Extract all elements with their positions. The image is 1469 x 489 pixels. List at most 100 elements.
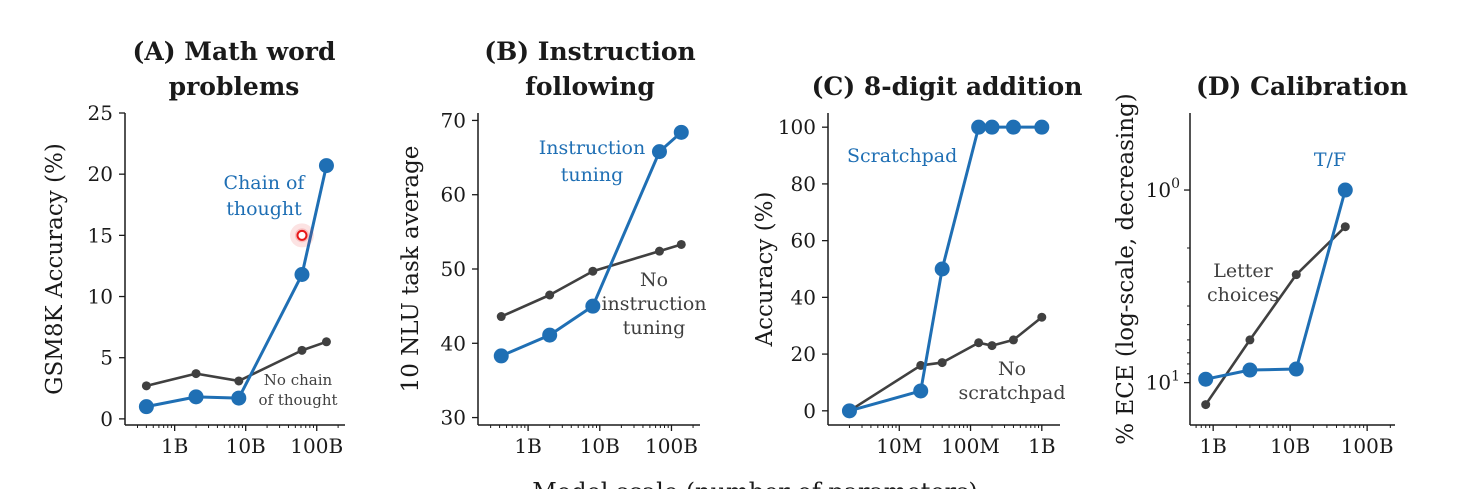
y-tick-base: 10: [1146, 371, 1171, 395]
y-tick-label: 25: [88, 101, 113, 125]
data-point: [318, 158, 334, 174]
data-point: [493, 348, 509, 364]
y-tick-label: 70: [441, 108, 466, 132]
x-axis-shared-label: Model scale (number of parameters): [532, 478, 978, 489]
y-tick-label: 20: [791, 342, 816, 366]
y-tick-exponent: 1: [1171, 369, 1180, 385]
series-line-t-f: [1205, 189, 1347, 381]
data-point: [545, 290, 555, 300]
panel-title-b: (B) Instruction: [484, 37, 695, 66]
data-point: [937, 358, 947, 368]
annotation-blue: Scratchpad: [847, 145, 957, 167]
data-point: [971, 119, 987, 135]
x-tick-label: 1B: [1028, 434, 1055, 458]
annotation-blue: tuning: [561, 164, 624, 186]
annotation-gray: No: [998, 358, 1026, 380]
data-point: [231, 390, 247, 406]
panel-title-b: following: [525, 72, 655, 101]
panel-title-a: (A) Math word: [133, 37, 336, 66]
data-point: [673, 124, 689, 140]
annotation-gray: instruction: [601, 293, 706, 315]
x-tick-label: 100M: [941, 434, 1000, 458]
data-point: [984, 119, 1000, 135]
data-point: [188, 389, 204, 405]
y-axis-label: GSM8K Accuracy (%): [42, 143, 68, 395]
panel-title-d: (D) Calibration: [1196, 72, 1408, 101]
data-point: [585, 298, 601, 314]
y-tick-label: 40: [791, 285, 816, 309]
annotation-blue: thought: [226, 198, 302, 220]
data-point: [294, 267, 310, 283]
data-point: [651, 144, 667, 160]
data-point: [297, 345, 307, 355]
data-point: [1005, 119, 1021, 135]
y-tick-label: 40: [441, 331, 466, 355]
y-tick-label: 80: [791, 172, 816, 196]
data-point: [321, 337, 331, 347]
data-point: [1198, 371, 1214, 387]
y-tick-label: 5: [100, 346, 113, 370]
data-point: [1034, 119, 1050, 135]
x-tick-label: 100B: [290, 434, 343, 458]
annotation-gray: No: [640, 269, 668, 291]
x-tick-label: 100B: [645, 434, 698, 458]
data-point: [1242, 362, 1258, 378]
panel-b: (B) Instruction following 10 NLU task aver…: [398, 37, 707, 458]
y-tick-label: 30: [441, 406, 466, 430]
y-tick-exponent: 0: [1171, 176, 1180, 192]
y-axis-label: Accuracy (%): [752, 192, 778, 348]
data-point: [654, 246, 664, 256]
panel-d: (D) Calibration % ECE (log-scale, decreas…: [1113, 72, 1408, 458]
data-point: [496, 312, 506, 322]
annotation-gray: tuning: [623, 317, 686, 339]
panel-c: (C) 8-digit addition Accuracy (%) 10M 100M 1…: [752, 72, 1082, 458]
y-tick-label: 100: [1146, 176, 1180, 202]
data-point: [138, 399, 154, 415]
data-point: [974, 338, 984, 348]
annotation-blue: Chain of: [224, 172, 307, 194]
annotation-gray: scratchpad: [959, 382, 1066, 404]
y-axis-label: 10 NLU task average: [398, 146, 424, 393]
y-tick-label: 60: [791, 229, 816, 253]
data-point: [1337, 182, 1353, 198]
data-point: [191, 369, 201, 379]
data-point: [987, 341, 997, 351]
data-point: [1245, 335, 1255, 345]
x-tick-label: 100B: [1341, 434, 1394, 458]
panel-title-c: (C) 8-digit addition: [812, 72, 1083, 101]
y-tick-label: 10: [88, 285, 113, 309]
x-tick-label: 1B: [161, 434, 188, 458]
data-point: [1037, 312, 1047, 322]
y-tick-label: 0: [803, 399, 816, 423]
annotation-gray: of thought: [258, 391, 337, 409]
y-tick-label: 100: [778, 115, 816, 139]
data-point: [1288, 361, 1304, 377]
data-point: [1340, 222, 1350, 232]
data-point: [1201, 400, 1211, 410]
data-point: [916, 360, 926, 370]
y-tick-label: 15: [88, 223, 113, 247]
x-tick-label: 10B: [226, 434, 266, 458]
x-tick-label: 10B: [580, 434, 620, 458]
y-tick-label: 101: [1146, 369, 1180, 395]
cursor-marker: [296, 229, 308, 241]
series-line-letter-choices: [1204, 225, 1347, 406]
y-tick-label: 50: [441, 257, 466, 281]
data-point: [676, 239, 686, 249]
data-point: [234, 376, 244, 386]
x-tick-label: 10M: [876, 434, 922, 458]
y-tick-label: 0: [100, 407, 113, 431]
data-point: [542, 327, 558, 343]
y-tick-label: 60: [441, 183, 466, 207]
annotation-gray: No chain: [264, 371, 333, 389]
data-point: [934, 261, 950, 277]
x-tick-label: 10B: [1270, 434, 1310, 458]
y-tick-base: 10: [1146, 178, 1171, 202]
data-point: [1008, 335, 1018, 345]
annotation-blue: T/F: [1314, 149, 1346, 171]
annotation-gray: choices: [1207, 284, 1279, 306]
annotation-blue: Instruction: [539, 137, 645, 159]
data-point: [1291, 270, 1301, 280]
y-tick-label: 20: [88, 162, 113, 186]
